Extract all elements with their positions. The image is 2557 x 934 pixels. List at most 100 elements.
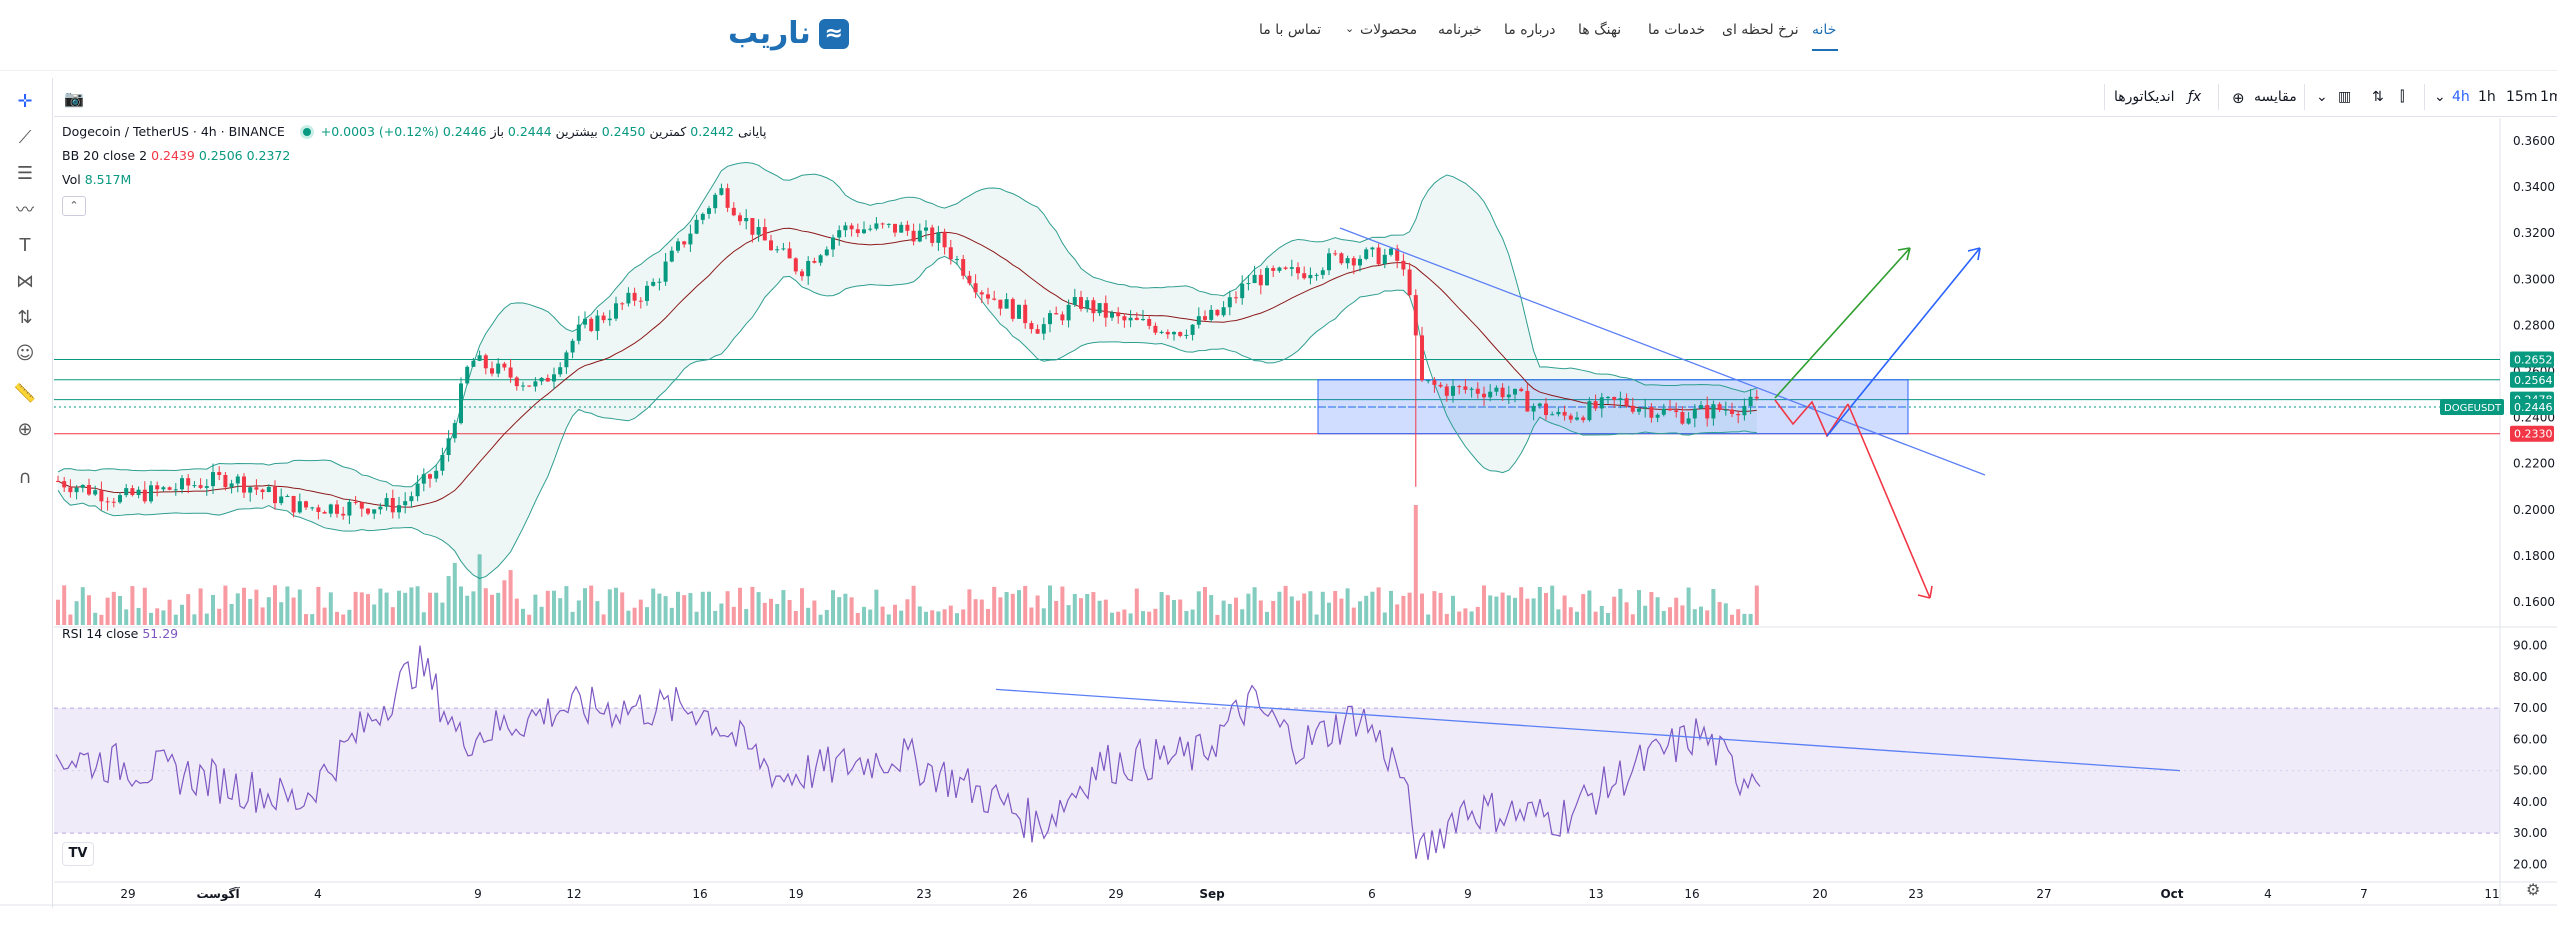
- bb-upper-value: 0.2506: [198, 148, 243, 163]
- volume-bar: [1451, 595, 1455, 625]
- nav-item-about[interactable]: درباره ما: [1504, 22, 1556, 38]
- candle-body: [353, 501, 358, 503]
- candle: [1271, 265, 1276, 277]
- nav-item-live-rates[interactable]: نرخ لحظه ای: [1722, 22, 1799, 38]
- candle: [1116, 307, 1121, 324]
- volume-bar: [955, 613, 959, 625]
- volume-bar: [1289, 596, 1294, 625]
- pattern-icon[interactable]: ⋈: [16, 270, 34, 292]
- ruler-icon[interactable]: 📏: [13, 382, 37, 404]
- add-compare-icon[interactable]: ⊕: [2232, 89, 2245, 107]
- volume-bar: [291, 597, 296, 625]
- collapse-legend-button[interactable]: ⌃: [62, 196, 86, 216]
- nav-item-products[interactable]: محصولات: [1360, 22, 1418, 38]
- candle: [186, 474, 191, 494]
- nav-item-contact[interactable]: تماس با ما: [1259, 22, 1322, 38]
- volume-bar: [626, 610, 631, 625]
- candle: [1358, 255, 1362, 272]
- candle: [651, 278, 656, 287]
- camera-icon[interactable]: 📷: [64, 89, 84, 108]
- candle-body: [1097, 303, 1102, 314]
- candle-body: [173, 489, 178, 491]
- volume-bar: [924, 611, 928, 625]
- volume-bar: [831, 590, 835, 625]
- emoji-icon[interactable]: ☺: [15, 342, 35, 364]
- brush-icon[interactable]: 〰: [16, 200, 34, 221]
- interval-15m[interactable]: 15m: [2506, 89, 2538, 105]
- candle-body: [192, 485, 197, 487]
- candle-type-icon[interactable]: ⫿: [2400, 89, 2405, 105]
- candle-body: [1562, 411, 1567, 416]
- nav-item-services[interactable]: خدمات ما: [1648, 22, 1706, 38]
- candle: [669, 246, 674, 263]
- volume-bar: [837, 597, 842, 625]
- candle-body: [917, 230, 922, 242]
- symbol-name[interactable]: Dogecoin / TetherUS · 4h · BINANCE: [62, 124, 285, 139]
- candle: [428, 473, 432, 488]
- candle-body: [310, 507, 315, 509]
- candle: [979, 290, 984, 304]
- volume-bar: [967, 589, 972, 625]
- volume-bar: [161, 610, 166, 625]
- gear-icon[interactable]: ⚙: [2526, 880, 2541, 899]
- volume-bar: [1345, 588, 1350, 625]
- candle: [1537, 402, 1542, 409]
- volume-bar: [56, 599, 60, 625]
- trendline-icon[interactable]: ⟋: [18, 126, 32, 148]
- crosshair-icon[interactable]: ✛: [17, 90, 33, 112]
- volume-bar: [719, 603, 724, 625]
- tradingview-logo[interactable]: TV: [62, 842, 94, 866]
- candle: [756, 219, 761, 242]
- candle-body: [570, 340, 575, 353]
- candle: [384, 493, 389, 511]
- rsi-band: [54, 708, 2500, 834]
- interval-4h[interactable]: 4h: [2452, 89, 2470, 105]
- volume-bar: [893, 604, 897, 625]
- candle-body: [1624, 398, 1629, 406]
- rsi-legend[interactable]: RSI 14 close 51.29: [62, 626, 178, 641]
- volume-bar: [328, 592, 333, 625]
- magnet-icon[interactable]: ∩: [18, 466, 32, 488]
- indicators-button[interactable]: اندیکاتورها: [2114, 89, 2175, 105]
- text-icon[interactable]: T: [19, 234, 31, 256]
- candle-body: [1457, 386, 1462, 388]
- nav-item-home[interactable]: خانه: [1812, 22, 1837, 38]
- candle: [1382, 248, 1387, 269]
- compare-button[interactable]: مقایسه: [2254, 89, 2297, 105]
- candle: [105, 497, 110, 511]
- interval-1h[interactable]: 1h: [2478, 89, 2496, 105]
- chart-type-dropdown-icon[interactable]: ⌄: [2316, 89, 2328, 105]
- volume-bar: [372, 604, 377, 625]
- volume-bar: [1686, 587, 1691, 625]
- volume-bar: [1265, 611, 1269, 625]
- indicators-icon[interactable]: ƒx: [2188, 89, 2202, 105]
- brand-logo[interactable]: ناریب ≈: [728, 16, 849, 51]
- fib-retracement-icon[interactable]: ☰: [16, 162, 34, 184]
- candle: [341, 506, 346, 520]
- bb-legend[interactable]: BB 20 close 2 0.2439 0.2506 0.2372: [62, 148, 290, 163]
- interval-1m[interactable]: 1m: [2540, 89, 2557, 105]
- bars-type-icon[interactable]: ⇅: [2372, 89, 2384, 105]
- nav-item-newsletter[interactable]: خبرنامه: [1438, 22, 1482, 38]
- candle-body: [1420, 335, 1424, 381]
- volume-bar: [390, 607, 395, 625]
- candle-body: [868, 228, 873, 230]
- volume-legend[interactable]: Vol 8.517M: [62, 172, 131, 187]
- volume-bar: [1395, 604, 1400, 625]
- candle: [477, 350, 482, 362]
- prediction-icon[interactable]: ⇅: [17, 306, 33, 328]
- candle: [1376, 243, 1381, 266]
- volume-bar: [775, 604, 780, 625]
- nav-item-whales[interactable]: نهنگ ها: [1578, 22, 1622, 38]
- toolbar-divider: [2104, 84, 2105, 110]
- candle: [986, 287, 990, 305]
- zoom-icon[interactable]: ⊕: [17, 418, 33, 440]
- candle: [483, 353, 488, 375]
- interval-dropdown-icon[interactable]: ⌄: [2434, 89, 2446, 105]
- candle: [1190, 324, 1195, 341]
- chevron-down-icon[interactable]: ⌄: [1345, 22, 1355, 35]
- candle-body: [136, 489, 141, 496]
- area-type-icon[interactable]: ▥: [2338, 89, 2352, 105]
- volume-bar: [1463, 608, 1468, 625]
